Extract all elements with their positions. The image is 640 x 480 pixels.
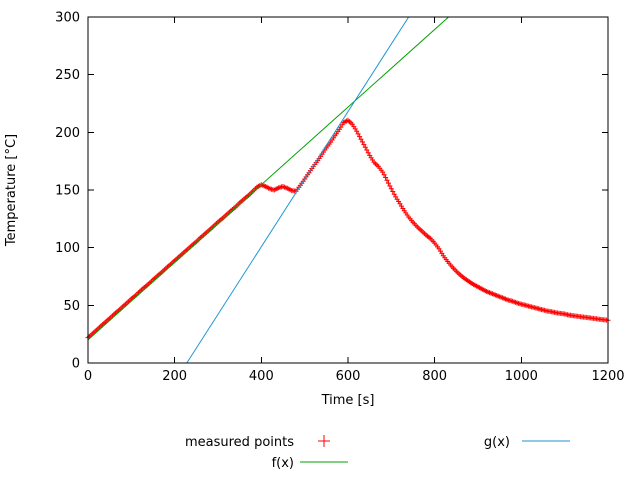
x-axis-title: Time [s] xyxy=(321,393,375,408)
y-tick-label: 300 xyxy=(55,11,80,26)
legend-plus-marker-icon xyxy=(318,435,330,447)
x-tick-label: 0 xyxy=(84,369,92,384)
y-tick-label: 100 xyxy=(55,241,80,256)
series-g-x- xyxy=(186,16,410,364)
series-f-x- xyxy=(87,16,449,341)
x-tick-label: 1000 xyxy=(505,369,538,384)
legend-label-g: g(x) xyxy=(484,435,510,450)
y-tick-label: 200 xyxy=(55,126,80,141)
series-measured-points xyxy=(85,117,611,341)
y-axis-title: Temperature [°C] xyxy=(4,134,19,247)
x-tick-label: 400 xyxy=(249,369,274,384)
plot-border xyxy=(87,16,609,364)
x-tick-label: 200 xyxy=(162,369,187,384)
y-tick-label: 250 xyxy=(55,68,80,83)
x-tick-label: 600 xyxy=(336,369,361,384)
y-tick-label: 0 xyxy=(72,357,80,372)
legend: measured points g(x) f(x) xyxy=(185,435,570,471)
x-tick-label: 1200 xyxy=(591,369,624,384)
x-tick-label: 800 xyxy=(422,369,447,384)
legend-label-measured-points: measured points xyxy=(185,435,294,450)
y-tick-label: 150 xyxy=(55,184,80,199)
legend-label-f: f(x) xyxy=(272,456,294,471)
y-tick-label: 50 xyxy=(63,299,80,314)
